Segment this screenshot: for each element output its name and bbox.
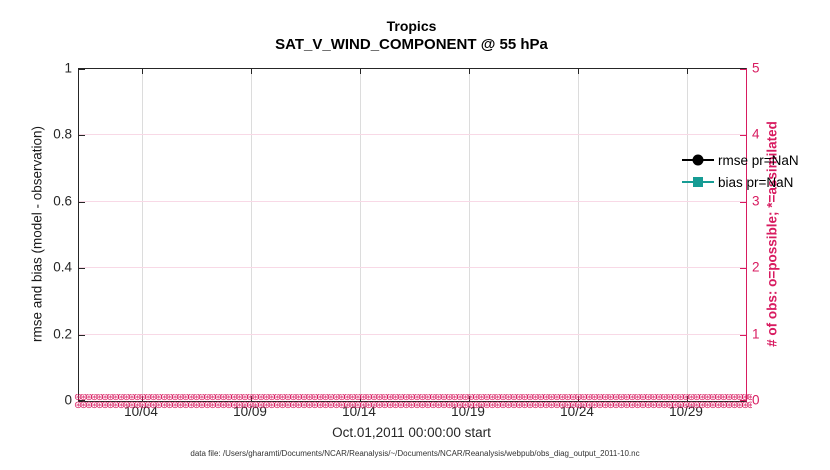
left-y-tick <box>79 135 85 137</box>
left-y-tick-label: 0.4 <box>53 259 72 275</box>
legend: rmse pr=NaN bias pr=NaN <box>682 149 799 193</box>
x-axis-tick <box>469 396 470 401</box>
right-y-tick <box>740 69 746 70</box>
left-y-tick <box>79 400 85 401</box>
chart-subtitle: SAT_V_WIND_COMPONENT @ 55 hPa <box>275 36 548 53</box>
data-file-footnote: data file: /Users/gharamti/Documents/NCA… <box>190 449 640 458</box>
left-y-tick-label: 0.8 <box>53 126 72 142</box>
x-tick-label: 10/29 <box>669 404 703 419</box>
x-axis-tick <box>360 396 361 401</box>
right-y-tick-label: 5 <box>752 60 760 76</box>
x-tick-label: 10/19 <box>451 404 485 419</box>
horizontal-gridline <box>79 134 746 136</box>
left-y-tick <box>79 334 85 336</box>
horizontal-gridline <box>79 333 746 335</box>
legend-line-sample <box>682 177 714 187</box>
left-y-tick-label: 0 <box>64 392 72 408</box>
vertical-gridline <box>687 69 688 401</box>
obs-count-marker-band: ⊛⊛⊛⊛⊛⊛⊛⊛⊛⊛⊛⊛⊛⊛⊛⊛⊛⊛⊛⊛⊛⊛⊛⊛⊛⊛⊛⊛⊛⊛⊛⊛⊛⊛⊛⊛⊛⊛⊛⊛… <box>74 394 752 409</box>
vertical-gridline <box>578 69 579 401</box>
left-y-tick-label: 1 <box>64 60 72 76</box>
obs-possible-markers: ⊛⊛⊛⊛⊛⊛⊛⊛⊛⊛⊛⊛⊛⊛⊛⊛⊛⊛⊛⊛⊛⊛⊛⊛⊛⊛⊛⊛⊛⊛⊛⊛⊛⊛⊛⊛⊛⊛⊛⊛… <box>74 394 752 403</box>
x-axis-tick <box>578 69 579 74</box>
right-y-tick-label: 2 <box>752 259 760 275</box>
right-y-tick-label: 0 <box>752 392 760 408</box>
legend-line-sample <box>682 154 714 166</box>
left-y-axis-label: rmse and bias (model - observation) <box>29 125 45 343</box>
right-y-tick-label: 3 <box>752 193 760 209</box>
vertical-gridline <box>469 69 470 401</box>
left-y-tick-label: 0.6 <box>53 193 72 209</box>
left-y-tick <box>79 268 85 270</box>
vertical-gridline <box>142 69 143 401</box>
legend-label: rmse pr=NaN <box>718 152 799 168</box>
left-y-tick <box>79 201 85 203</box>
horizontal-gridline <box>79 200 746 202</box>
chart-title: Tropics <box>386 18 437 34</box>
legend-item: bias pr=NaN <box>682 171 799 193</box>
x-axis-tick <box>251 69 252 74</box>
x-tick-label: 10/24 <box>560 404 594 419</box>
legend-item: rmse pr=NaN <box>682 149 799 171</box>
x-tick-label: 10/09 <box>233 404 267 419</box>
x-axis-tick <box>142 396 143 401</box>
x-axis-tick <box>687 396 688 401</box>
x-tick-label: 10/04 <box>124 404 158 419</box>
right-y-tick <box>740 400 746 401</box>
left-y-tick-label: 0.2 <box>53 326 72 342</box>
x-axis-tick <box>469 69 470 74</box>
right-y-tick-label: 4 <box>752 126 760 142</box>
left-y-tick <box>79 69 85 70</box>
plot-area: ⊛⊛⊛⊛⊛⊛⊛⊛⊛⊛⊛⊛⊛⊛⊛⊛⊛⊛⊛⊛⊛⊛⊛⊛⊛⊛⊛⊛⊛⊛⊛⊛⊛⊛⊛⊛⊛⊛⊛⊛… <box>74 68 799 409</box>
right-y-tick <box>740 201 746 203</box>
legend-circle-marker-icon <box>692 154 704 166</box>
x-axis-tick <box>578 396 579 401</box>
x-axis-tick <box>687 69 688 74</box>
legend-square-marker-icon <box>693 177 703 187</box>
obs-assimilated-markers: ⊛⊛⊛⊛⊛⊛⊛⊛⊛⊛⊛⊛⊛⊛⊛⊛⊛⊛⊛⊛⊛⊛⊛⊛⊛⊛⊛⊛⊛⊛⊛⊛⊛⊛⊛⊛⊛⊛⊛⊛… <box>74 399 752 409</box>
right-y-tick <box>740 135 746 137</box>
vertical-gridline <box>251 69 252 401</box>
x-axis-label: Oct.01,2011 00:00:00 start <box>332 425 491 440</box>
x-tick-label: 10/14 <box>342 404 376 419</box>
right-y-tick-label: 1 <box>752 326 760 342</box>
horizontal-gridline <box>79 267 746 269</box>
vertical-gridline <box>360 69 361 401</box>
right-y-tick <box>740 334 746 336</box>
x-axis-tick <box>360 69 361 74</box>
legend-label: bias pr=NaN <box>718 174 794 190</box>
x-axis-tick <box>251 396 252 401</box>
x-axis-tick <box>142 69 143 74</box>
right-y-tick <box>740 268 746 270</box>
